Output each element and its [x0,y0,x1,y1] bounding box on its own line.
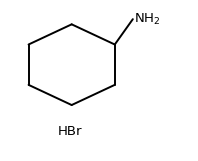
Text: HBr: HBr [57,125,82,138]
Text: NH$_2$: NH$_2$ [134,12,160,27]
